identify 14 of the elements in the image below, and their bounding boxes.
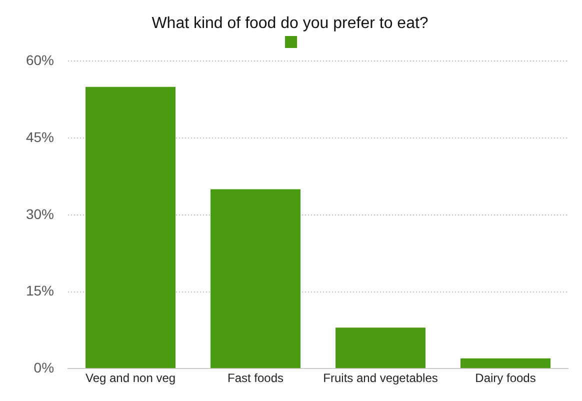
chart-title: What kind of food do you prefer to eat? [152,15,428,32]
x-tick-label: Dairy foods [475,371,536,386]
x-tick-label: Fast foods [227,371,284,386]
y-tick-label: 45% [26,128,54,145]
x-tick-label: Veg and non veg [85,371,176,386]
bar [336,328,426,368]
bar [460,358,550,368]
x-tick-label: Fruits and vegetables [323,371,438,386]
y-tick-label: 30% [26,206,54,222]
bar [86,86,176,368]
bar [210,189,301,368]
y-tick-label: 15% [26,282,54,299]
y-tick-label: 60% [26,52,54,68]
y-tick-label: 0% [34,359,54,376]
